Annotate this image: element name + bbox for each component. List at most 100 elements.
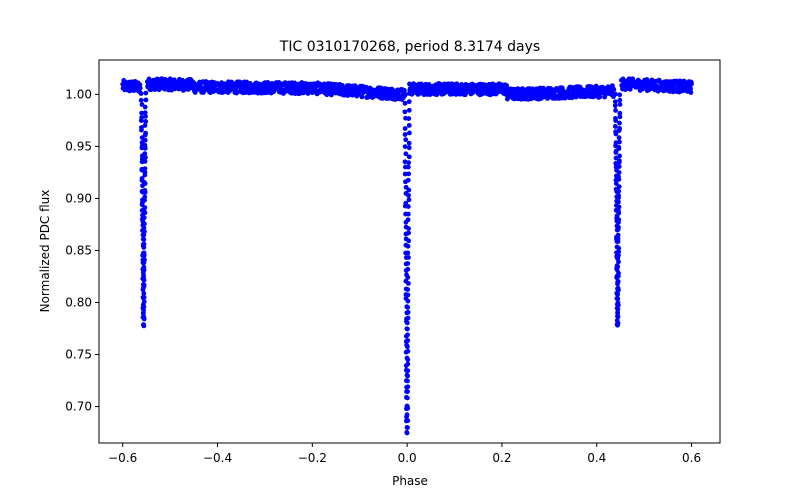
data-point xyxy=(138,91,144,96)
data-point xyxy=(142,169,148,175)
data-point xyxy=(617,97,623,103)
data-point xyxy=(405,418,411,424)
data-point xyxy=(402,144,408,150)
data-point xyxy=(405,361,411,367)
data-point xyxy=(406,255,411,260)
data-point xyxy=(613,118,619,123)
data-point xyxy=(407,130,412,136)
data-point xyxy=(406,238,412,244)
data-point xyxy=(142,123,148,128)
data-point xyxy=(142,229,147,234)
data-point xyxy=(405,250,411,256)
data-point xyxy=(689,81,694,87)
data-point xyxy=(142,151,148,157)
x-tick-label: 0.2 xyxy=(492,451,511,465)
data-point xyxy=(141,290,147,296)
data-point xyxy=(402,126,408,131)
data-point xyxy=(141,241,147,247)
data-point xyxy=(406,99,412,105)
data-point xyxy=(142,110,148,116)
data-point xyxy=(405,309,411,315)
data-point xyxy=(142,137,148,143)
data-point xyxy=(615,292,621,297)
data-point xyxy=(143,90,149,96)
data-point xyxy=(406,154,412,160)
data-point xyxy=(615,320,621,326)
data-point xyxy=(616,253,621,258)
data-point xyxy=(142,159,148,164)
data-point xyxy=(617,139,622,145)
data-point xyxy=(405,211,411,217)
data-point xyxy=(406,160,412,166)
data-point xyxy=(597,94,603,100)
data-point xyxy=(142,194,148,200)
data-point xyxy=(615,306,621,312)
data-point xyxy=(405,378,410,384)
data-point xyxy=(616,208,621,214)
data-point xyxy=(435,89,441,95)
data-point xyxy=(617,114,623,120)
data-point xyxy=(142,257,147,263)
data-point xyxy=(141,299,147,305)
x-axis: −0.6 −0.4 −0.2 0.0 0.2 0.4 0.6 xyxy=(108,443,701,465)
data-point xyxy=(142,166,148,172)
data-point xyxy=(616,249,622,255)
x-tick-label: 0.4 xyxy=(587,451,606,465)
data-point xyxy=(616,144,622,150)
data-point xyxy=(143,155,148,160)
data-point xyxy=(613,107,618,113)
y-axis: 0.70 0.75 0.80 0.85 0.90 0.95 1.00 xyxy=(65,87,99,414)
data-point xyxy=(402,109,408,115)
data-point xyxy=(405,292,411,298)
data-point xyxy=(142,221,147,227)
data-point xyxy=(616,188,622,194)
data-point xyxy=(405,348,411,354)
data-point xyxy=(143,119,149,124)
y-tick-label: 0.80 xyxy=(65,295,92,309)
data-point xyxy=(405,261,411,266)
data-point xyxy=(406,145,412,151)
data-point xyxy=(613,155,619,161)
data-point xyxy=(139,127,144,133)
data-point xyxy=(405,298,411,304)
data-point xyxy=(612,99,618,105)
data-point xyxy=(613,91,618,97)
data-point xyxy=(615,264,621,270)
data-point xyxy=(405,395,410,401)
data-point xyxy=(138,118,144,123)
data-point xyxy=(405,368,411,374)
data-point xyxy=(404,412,410,418)
data-point xyxy=(404,430,410,436)
data-point xyxy=(139,110,145,116)
data-point xyxy=(141,208,147,214)
data-point xyxy=(616,193,621,198)
data-point xyxy=(405,326,410,332)
data-point xyxy=(405,305,411,310)
y-tick-label: 1.00 xyxy=(65,87,92,101)
x-tick-label: −0.6 xyxy=(108,451,137,465)
data-point xyxy=(406,116,412,121)
data-point xyxy=(616,204,622,210)
y-tick-label: 0.70 xyxy=(65,400,92,414)
data-point xyxy=(405,164,411,170)
data-point xyxy=(405,389,410,394)
data-point xyxy=(616,270,621,276)
data-point xyxy=(615,279,621,284)
data-point xyxy=(141,250,147,256)
data-point xyxy=(616,217,622,223)
data-point xyxy=(402,159,408,165)
y-tick-label: 0.75 xyxy=(65,348,92,362)
y-axis-label: Normalized PDC flux xyxy=(38,190,52,313)
data-point xyxy=(141,225,147,231)
data-point xyxy=(143,97,149,103)
data-point xyxy=(688,86,693,92)
data-point xyxy=(405,266,411,272)
data-point xyxy=(143,130,149,136)
data-point xyxy=(402,171,408,177)
data-point xyxy=(616,184,622,190)
data-point xyxy=(426,81,432,87)
data-point xyxy=(141,307,147,313)
data-point xyxy=(234,89,240,95)
data-point xyxy=(406,123,412,128)
